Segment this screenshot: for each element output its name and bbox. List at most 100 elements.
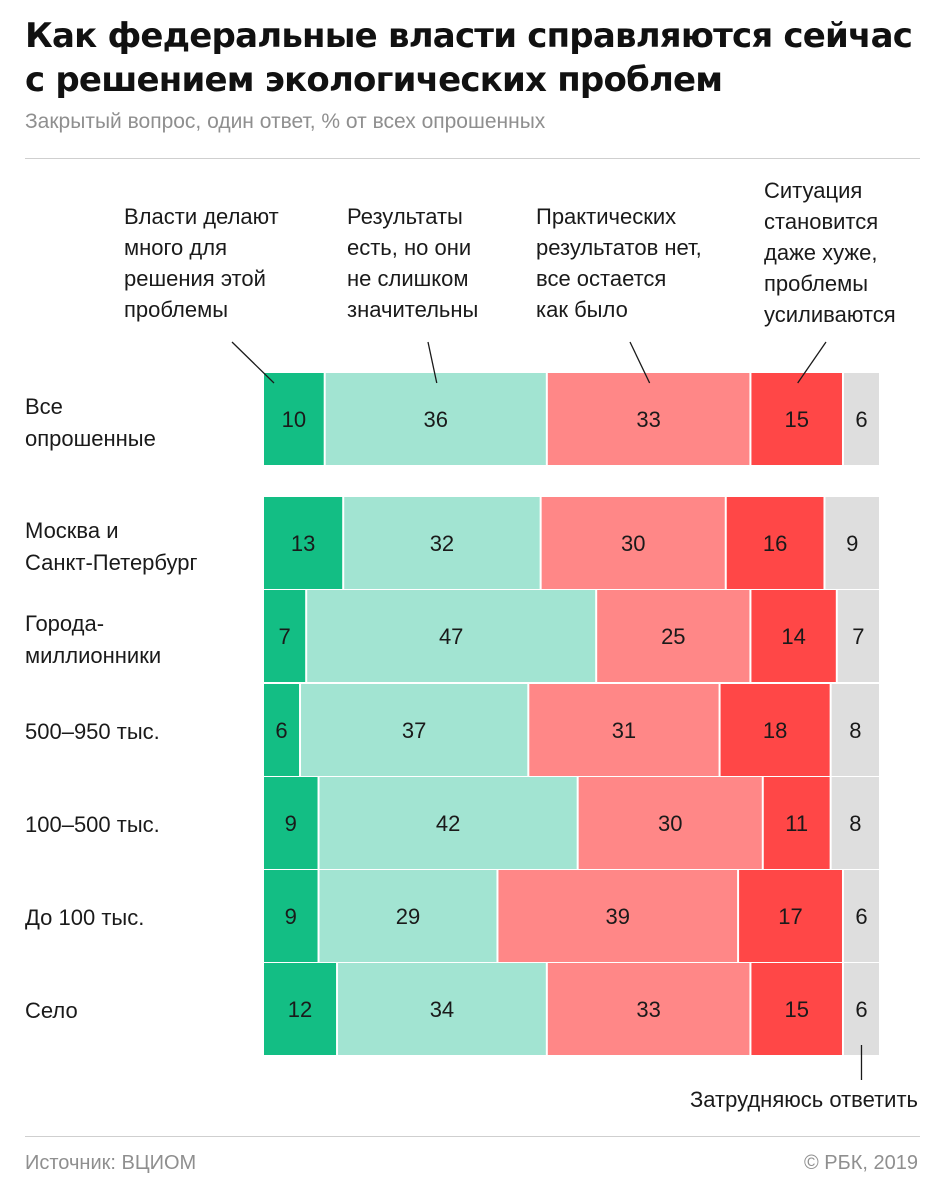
- legend-label-line: не слишком: [347, 266, 469, 291]
- bar-value-label: 17: [778, 904, 802, 929]
- source-note: Источник: ВЦИОМ: [25, 1152, 197, 1174]
- legend-label-line: значительны: [347, 297, 478, 322]
- legend-label: Результаты есть, но они не слишком значител…: [347, 204, 478, 322]
- row-label: До 100 тыс.: [25, 905, 144, 930]
- row-label: Село: [25, 998, 78, 1023]
- bar-value-label: 30: [621, 531, 645, 556]
- row-label-line: Москва и: [25, 518, 119, 543]
- legend-label-line: Власти делают: [124, 204, 279, 229]
- bar-segment: [825, 497, 879, 589]
- bar-value-label: 13: [291, 531, 315, 556]
- legend-leader-line: [427, 341, 438, 384]
- legend-label-line: даже хуже,: [764, 240, 877, 265]
- bar-value-label: 30: [658, 811, 682, 836]
- bar-segment: [726, 497, 824, 589]
- row-label-line: миллионники: [25, 643, 161, 668]
- legend-label-line: проблемы: [124, 297, 228, 322]
- bar-segment: [264, 684, 300, 776]
- legend-label: Ситуация становится даже хуже, проблемы усил…: [764, 178, 896, 327]
- legend-label-line: много для: [124, 235, 227, 260]
- legend-label: Затрудняюсь ответить: [690, 1087, 918, 1112]
- bar-value-label: 9: [285, 811, 297, 836]
- bar-segment: [739, 870, 842, 962]
- bar-segment: [831, 777, 879, 869]
- bar-segment: [751, 963, 842, 1055]
- bar-value-label: 36: [424, 407, 448, 432]
- row-label-line: Все: [25, 394, 63, 419]
- bar-value-label: 9: [285, 904, 297, 929]
- legend-label-line: Практических: [536, 204, 676, 229]
- bar-value-label: 18: [763, 718, 787, 743]
- bar-value-label: 14: [781, 624, 805, 649]
- legend-label-line: Результаты: [347, 204, 463, 229]
- row-label-line: Село: [25, 998, 78, 1023]
- row-label: 100–500 тыс.: [25, 812, 160, 837]
- bar-value-label: 42: [436, 811, 460, 836]
- bar-segment: [763, 777, 830, 869]
- bar-segment: [831, 684, 879, 776]
- bar-segment: [264, 373, 324, 465]
- bar-segment: [597, 590, 750, 682]
- bar-value-label: 8: [849, 811, 861, 836]
- legend-label-line: Ситуация: [764, 178, 862, 203]
- legend-label-line: как было: [536, 297, 628, 322]
- bar-value-label: 47: [439, 624, 463, 649]
- row-label-line: До 100 тыс.: [25, 905, 144, 930]
- bar-value-label: 25: [661, 624, 685, 649]
- bar-segment: [843, 963, 879, 1055]
- bar-value-label: 6: [275, 718, 287, 743]
- row-label: Все опрошенные: [25, 394, 156, 451]
- legend-leader-line: [797, 341, 827, 384]
- bar-segment: [843, 373, 879, 465]
- bar-value-label: 33: [636, 407, 660, 432]
- chart-title: Как федеральные власти справляются сейча…: [25, 16, 913, 100]
- bar-segment: [547, 963, 750, 1055]
- bar-segment: [751, 373, 842, 465]
- chart-subtitle: Закрытый вопрос, один ответ, % от всех о…: [25, 110, 546, 133]
- bar-segment: [837, 590, 879, 682]
- bar-segment: [264, 963, 337, 1055]
- bar-segment: [307, 590, 596, 682]
- bar-value-label: 11: [785, 811, 808, 836]
- bar-value-label: 10: [282, 407, 306, 432]
- bar-segment: [325, 373, 546, 465]
- row-label-line: Санкт-Петербург: [25, 550, 198, 575]
- bar-segment: [264, 870, 318, 962]
- bar-value-label: 7: [278, 624, 290, 649]
- legend-leader-line: [231, 341, 275, 384]
- row-label-line: опрошенные: [25, 426, 156, 451]
- bar-value-label: 7: [852, 624, 864, 649]
- bottom-divider: [25, 1136, 920, 1137]
- bar-value-label: 32: [430, 531, 454, 556]
- bar-value-label: 34: [430, 997, 454, 1022]
- bar-value-label: 39: [606, 904, 630, 929]
- legend-leader-line: [629, 341, 651, 384]
- bar-segment: [264, 777, 318, 869]
- row-label-line: 100–500 тыс.: [25, 812, 160, 837]
- bar-segment: [344, 497, 540, 589]
- bar-value-label: 16: [763, 531, 787, 556]
- legend-label-line: результатов нет,: [536, 235, 702, 260]
- bar-value-label: 6: [855, 407, 867, 432]
- bar-segment: [319, 777, 577, 869]
- bar-segment: [264, 590, 306, 682]
- legend-label: Практических результатов нет, все остается…: [536, 204, 702, 322]
- bar-value-label: 37: [402, 718, 426, 743]
- bar-segment: [578, 777, 762, 869]
- bar-segment: [720, 684, 830, 776]
- legend-label-line: решения этой: [124, 266, 266, 291]
- row-label: Москва и Санкт-Петербург: [25, 518, 198, 575]
- bar-segment: [751, 590, 836, 682]
- bar-segment: [843, 870, 879, 962]
- legend-label-line: проблемы: [764, 271, 868, 296]
- legend-label: Власти делают много для решения этой пробле…: [124, 204, 279, 322]
- row-label-line: Города-: [25, 611, 104, 636]
- bar-segment: [264, 497, 343, 589]
- row-label: 500–950 тыс.: [25, 719, 160, 744]
- bar-value-label: 31: [612, 718, 636, 743]
- legend-label-line: все остается: [536, 266, 666, 291]
- bar-segment: [498, 870, 738, 962]
- bar-segment: [301, 684, 528, 776]
- bar-value-label: 15: [784, 997, 808, 1022]
